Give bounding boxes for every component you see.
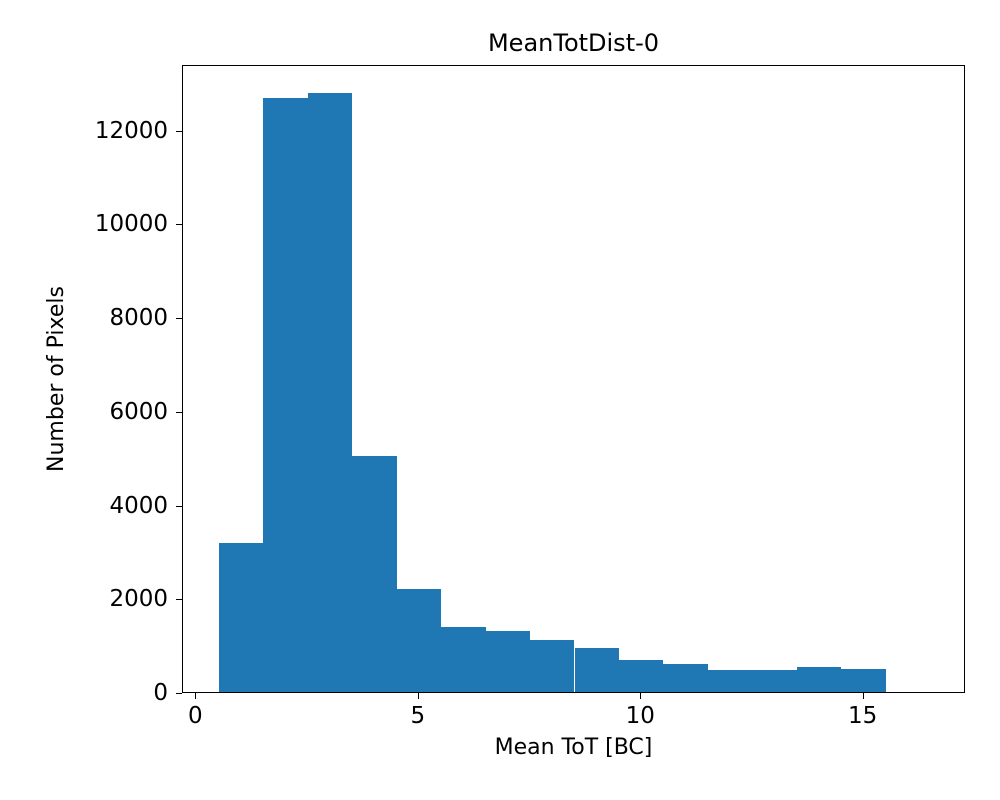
histogram-bar — [441, 627, 486, 692]
y-tick-mark — [176, 411, 182, 413]
chart-title: MeanTotDist-0 — [487, 29, 660, 57]
x-tick-mark — [862, 693, 864, 699]
x-tick-label: 10 — [625, 703, 655, 729]
histogram-bar — [218, 542, 264, 692]
histogram-bar — [574, 648, 619, 692]
x-tick-label: 5 — [410, 703, 426, 729]
histogram-bar — [530, 640, 575, 692]
y-tick-label: 10000 — [94, 211, 168, 238]
y-tick-mark — [176, 224, 182, 226]
y-tick-mark — [176, 130, 182, 132]
histogram-bar — [485, 631, 530, 692]
plot-area — [183, 66, 964, 692]
histogram-bar — [663, 664, 708, 692]
y-tick-mark — [176, 318, 182, 320]
histogram-bar — [707, 670, 753, 692]
plot-axes-frame — [182, 65, 965, 693]
histogram-bar — [263, 97, 308, 692]
x-tick-mark — [640, 693, 642, 699]
y-tick-label: 12000 — [94, 117, 168, 144]
histogram-bar — [618, 660, 664, 692]
x-axis-label: Mean ToT [BC] — [494, 735, 653, 760]
histogram-bar — [752, 669, 797, 692]
histogram-bar — [307, 92, 353, 692]
histogram-bar — [352, 456, 397, 692]
x-tick-mark — [417, 693, 419, 699]
y-tick-mark — [176, 505, 182, 507]
histogram-bar — [396, 588, 442, 692]
histogram-bar — [796, 666, 842, 692]
y-tick-label: 2000 — [109, 586, 168, 613]
histogram-bar — [841, 669, 886, 692]
y-tick-label: 0 — [153, 680, 168, 706]
y-tick-label: 6000 — [109, 398, 168, 425]
x-tick-mark — [195, 693, 197, 699]
y-tick-label: 8000 — [109, 305, 168, 332]
y-axis-label: Number of Pixels — [44, 286, 69, 472]
x-tick-label: 0 — [188, 703, 203, 729]
y-tick-label: 4000 — [109, 492, 168, 519]
x-tick-label: 15 — [848, 703, 878, 729]
y-tick-mark — [176, 599, 182, 601]
y-tick-mark — [176, 693, 182, 694]
